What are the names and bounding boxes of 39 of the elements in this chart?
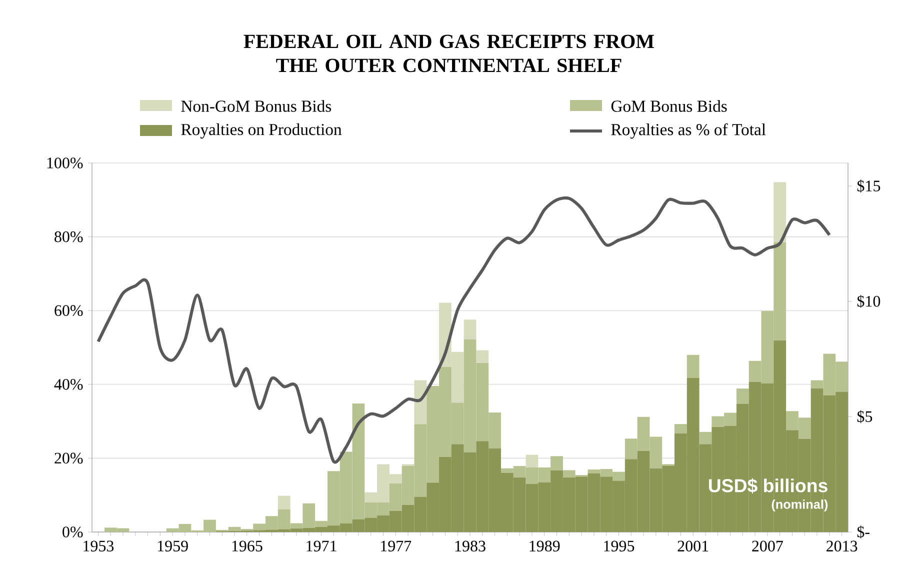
x-tick-label: 1971	[306, 540, 336, 552]
line-series	[96, 196, 831, 464]
x-tick-label: 1995	[604, 540, 634, 552]
x-tick-label: 2007	[752, 540, 783, 552]
annotation: USD$ billions	[708, 478, 828, 494]
chart-title: FEDERAL OIL AND GAS RECEIPTS FROM THE OUTER CONTINENTAL SHELF	[244, 34, 654, 72]
x-tick-label: 2013	[826, 540, 858, 552]
bar	[774, 182, 786, 242]
bar	[686, 354, 700, 378]
legend-label: Royalties as % of Total	[611, 123, 766, 139]
y-tick-label: 20%	[54, 452, 83, 464]
bar	[699, 432, 712, 444]
y-tick-label: 100%	[47, 158, 83, 168]
y-tick-label: 60%	[54, 305, 83, 316]
x-tick-label: 1989	[530, 540, 560, 552]
bar	[736, 388, 749, 404]
x-tick-label: 1983	[455, 540, 486, 552]
x-tick-label: 1953	[84, 540, 114, 552]
y-tick-label: 40%	[54, 378, 83, 390]
x-tick-label: 2001	[678, 540, 708, 552]
y2-tick-label: $-	[857, 526, 870, 538]
legend-label: Royalties on Production	[181, 123, 342, 139]
bar	[414, 380, 427, 424]
bar	[464, 320, 476, 340]
x-tick-label: 1977	[381, 540, 412, 552]
bar	[278, 496, 290, 510]
bar	[674, 424, 687, 434]
y-tick-label: 80%	[54, 231, 83, 242]
x-tick-label: 1965	[232, 540, 262, 552]
annotation: (nominal)	[772, 500, 828, 512]
x-tick-label: 1959	[158, 540, 188, 552]
bar	[476, 350, 489, 363]
bar	[526, 454, 538, 468]
y2-tick-label: $10	[857, 294, 880, 308]
y2-tick-label: $15	[857, 180, 880, 192]
legend-label: GoM Bonus Bids	[611, 100, 727, 112]
y-tick-label: 0%	[62, 526, 83, 538]
y2-tick-label: $5	[857, 410, 872, 424]
legend-label: Non-GoM Bonus Bids	[181, 100, 332, 112]
